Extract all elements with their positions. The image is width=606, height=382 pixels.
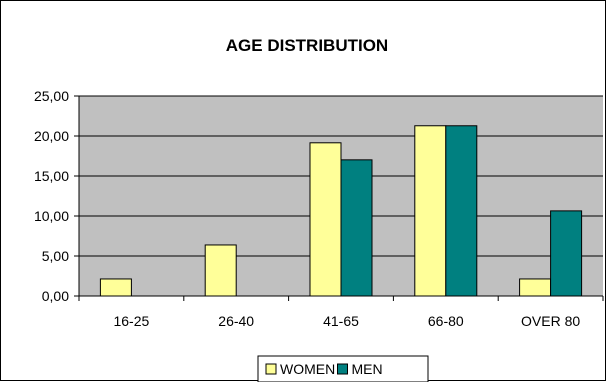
legend: WOMEN MEN — [257, 355, 429, 382]
legend-swatch — [337, 363, 348, 375]
y-tick-label: 20,00 — [34, 128, 69, 144]
legend-label: MEN — [352, 361, 383, 377]
legend-label: WOMEN — [280, 361, 335, 377]
y-tick-label: 10,00 — [34, 208, 69, 224]
bar-men — [445, 125, 478, 297]
bar-women — [309, 142, 342, 297]
axes — [74, 95, 604, 301]
x-tick-label: 41-65 — [323, 313, 359, 329]
bar-women — [99, 278, 132, 297]
y-tick-labels: 0,00 5,00 10,00 15,00 20,00 25,00 — [34, 88, 69, 304]
x-tick-label: OVER 80 — [521, 313, 580, 329]
x-tick-label: 16-25 — [113, 313, 149, 329]
y-tick-label: 5,00 — [42, 248, 69, 264]
x-tick-label: 26-40 — [218, 313, 254, 329]
bar-women — [519, 278, 552, 297]
x-tick-labels: 16-25 26-40 41-65 66-80 OVER 80 — [113, 313, 580, 329]
bar-men — [340, 159, 373, 297]
bar-women — [204, 244, 237, 297]
bars — [99, 125, 583, 297]
y-tick-label: 25,00 — [34, 88, 69, 104]
legend-swatch — [265, 363, 277, 375]
bar-women — [414, 125, 447, 297]
bar-men — [550, 210, 583, 297]
x-tick-label: 66-80 — [428, 313, 464, 329]
chart-title: AGE DISTRIBUTION — [226, 36, 388, 55]
y-tick-label: 0,00 — [42, 288, 69, 304]
y-tick-label: 15,00 — [34, 168, 69, 184]
